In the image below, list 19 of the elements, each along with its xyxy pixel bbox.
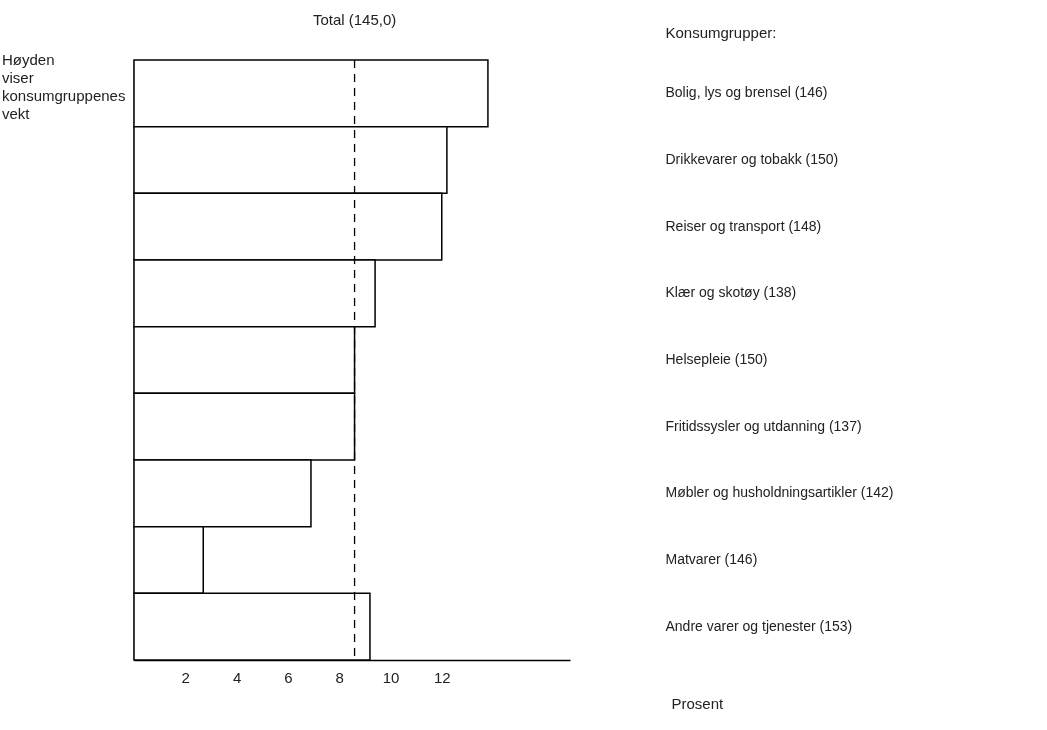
text: Høyden viser konsumgruppenes vekt: [2, 51, 126, 123]
y-tick-label: Bolig, lys og brensel (146): [665, 84, 828, 101]
y-tick-label: Matvarer (146): [665, 551, 758, 567]
y-tick-label: Helsepleie (150): [665, 351, 768, 367]
y-tick-label: Fritidssysler og utdanning (137): [665, 417, 862, 434]
x-axis-title: Prosent: [671, 694, 725, 712]
y-tick-label: Møbler og husholdningsartikler (142): [665, 484, 894, 501]
y-axis-title: Konsumgrupper:: [665, 23, 777, 41]
y-tick-label: Drikkevarer og tobakk (150): [665, 151, 839, 167]
ref-line-label: Total (145,0): [312, 11, 397, 28]
x-tick-label: 6: [284, 668, 293, 686]
x-tick-label: 2: [181, 668, 190, 686]
y-tick-label: Reiser og transport (148): [665, 217, 822, 234]
x-tick-label: 10: [382, 668, 400, 686]
x-tick-label: 4: [232, 668, 242, 686]
x-tick-label: 12: [433, 668, 451, 686]
y-tick-label: Klær og skotøy (138): [665, 284, 797, 301]
x-tick-label: 8: [335, 668, 344, 686]
y-tick-label: Andre varer og tjenester (153): [665, 617, 853, 634]
